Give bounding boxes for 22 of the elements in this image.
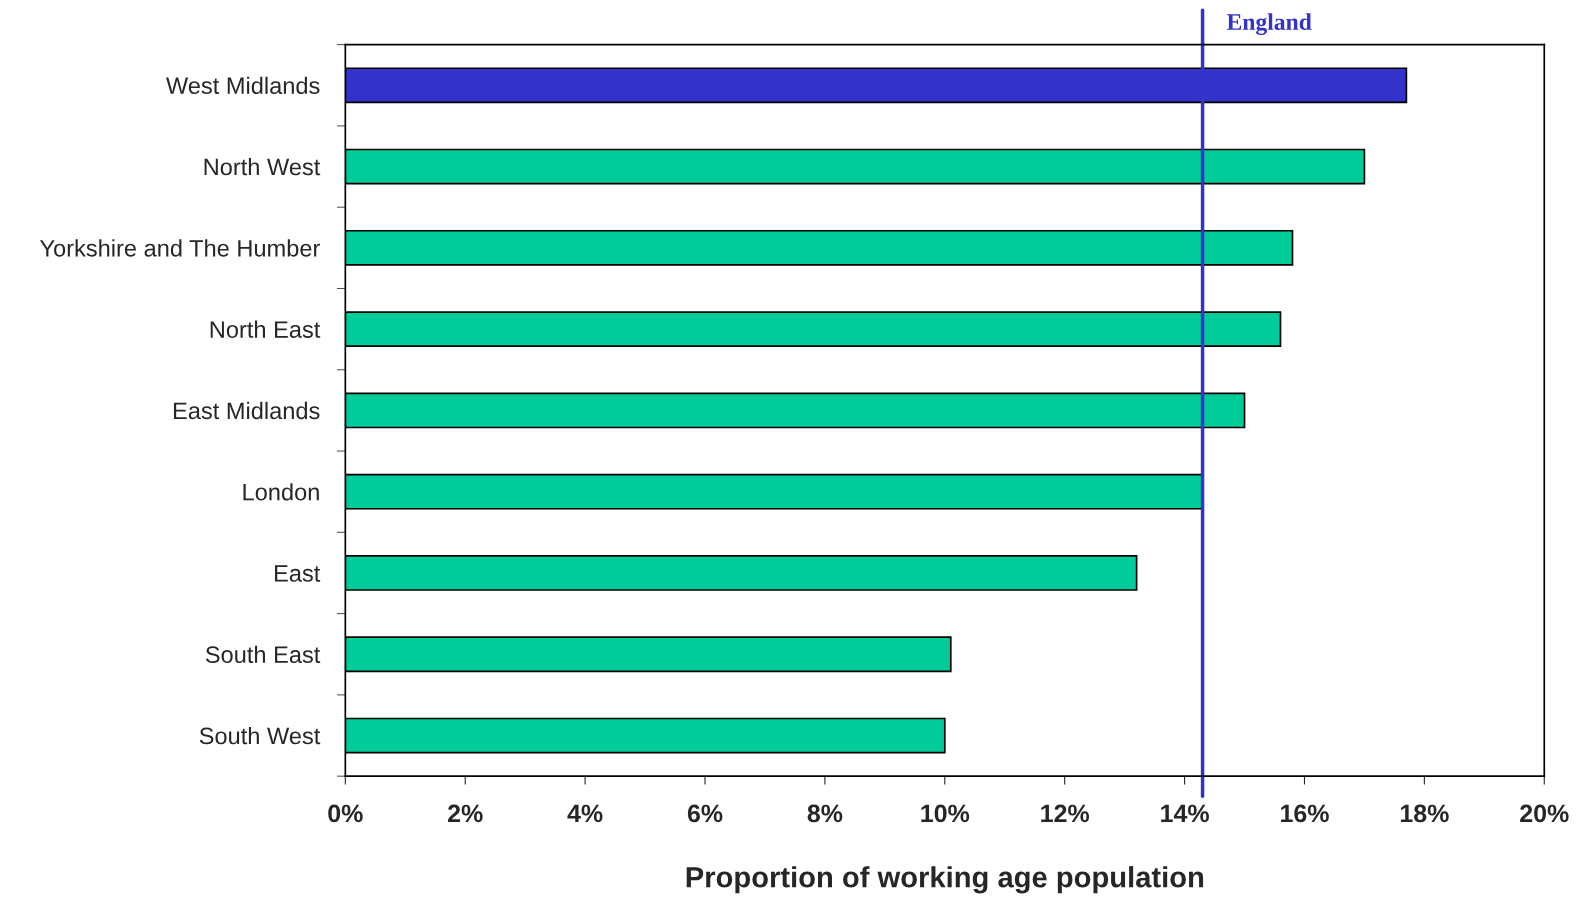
x-tick-label: 0%: [328, 804, 363, 823]
x-axis-title: Proportion of working age population: [686, 866, 1204, 894]
x-tick-label: 10%: [921, 804, 970, 823]
x-tick-label: 12%: [1041, 804, 1090, 823]
y-tick-label: North East: [210, 320, 321, 338]
x-tick-label: 8%: [807, 804, 843, 823]
y-tick-label: East Midlands: [173, 401, 320, 420]
x-tick-label: 4%: [567, 804, 603, 823]
y-tick-label: West Midlands: [166, 76, 320, 95]
x-tick-label: 18%: [1400, 804, 1449, 823]
y-tick-label: South East: [205, 645, 321, 664]
y-tick-label: London: [243, 483, 319, 501]
y-tick-label: Yorkshire and The Humber: [39, 239, 320, 257]
x-tick-label: 16%: [1281, 804, 1329, 823]
y-tick-label: North West: [204, 158, 321, 176]
x-tick-label: 2%: [448, 804, 483, 823]
x-tick-label: 6%: [687, 804, 723, 823]
y-tick-label: South West: [199, 726, 321, 745]
y-tick-label: East: [275, 565, 321, 582]
ref-line-label: England: [1226, 13, 1312, 35]
x-tick-label: 20%: [1520, 804, 1569, 823]
x-tick-label: 14%: [1161, 804, 1209, 823]
